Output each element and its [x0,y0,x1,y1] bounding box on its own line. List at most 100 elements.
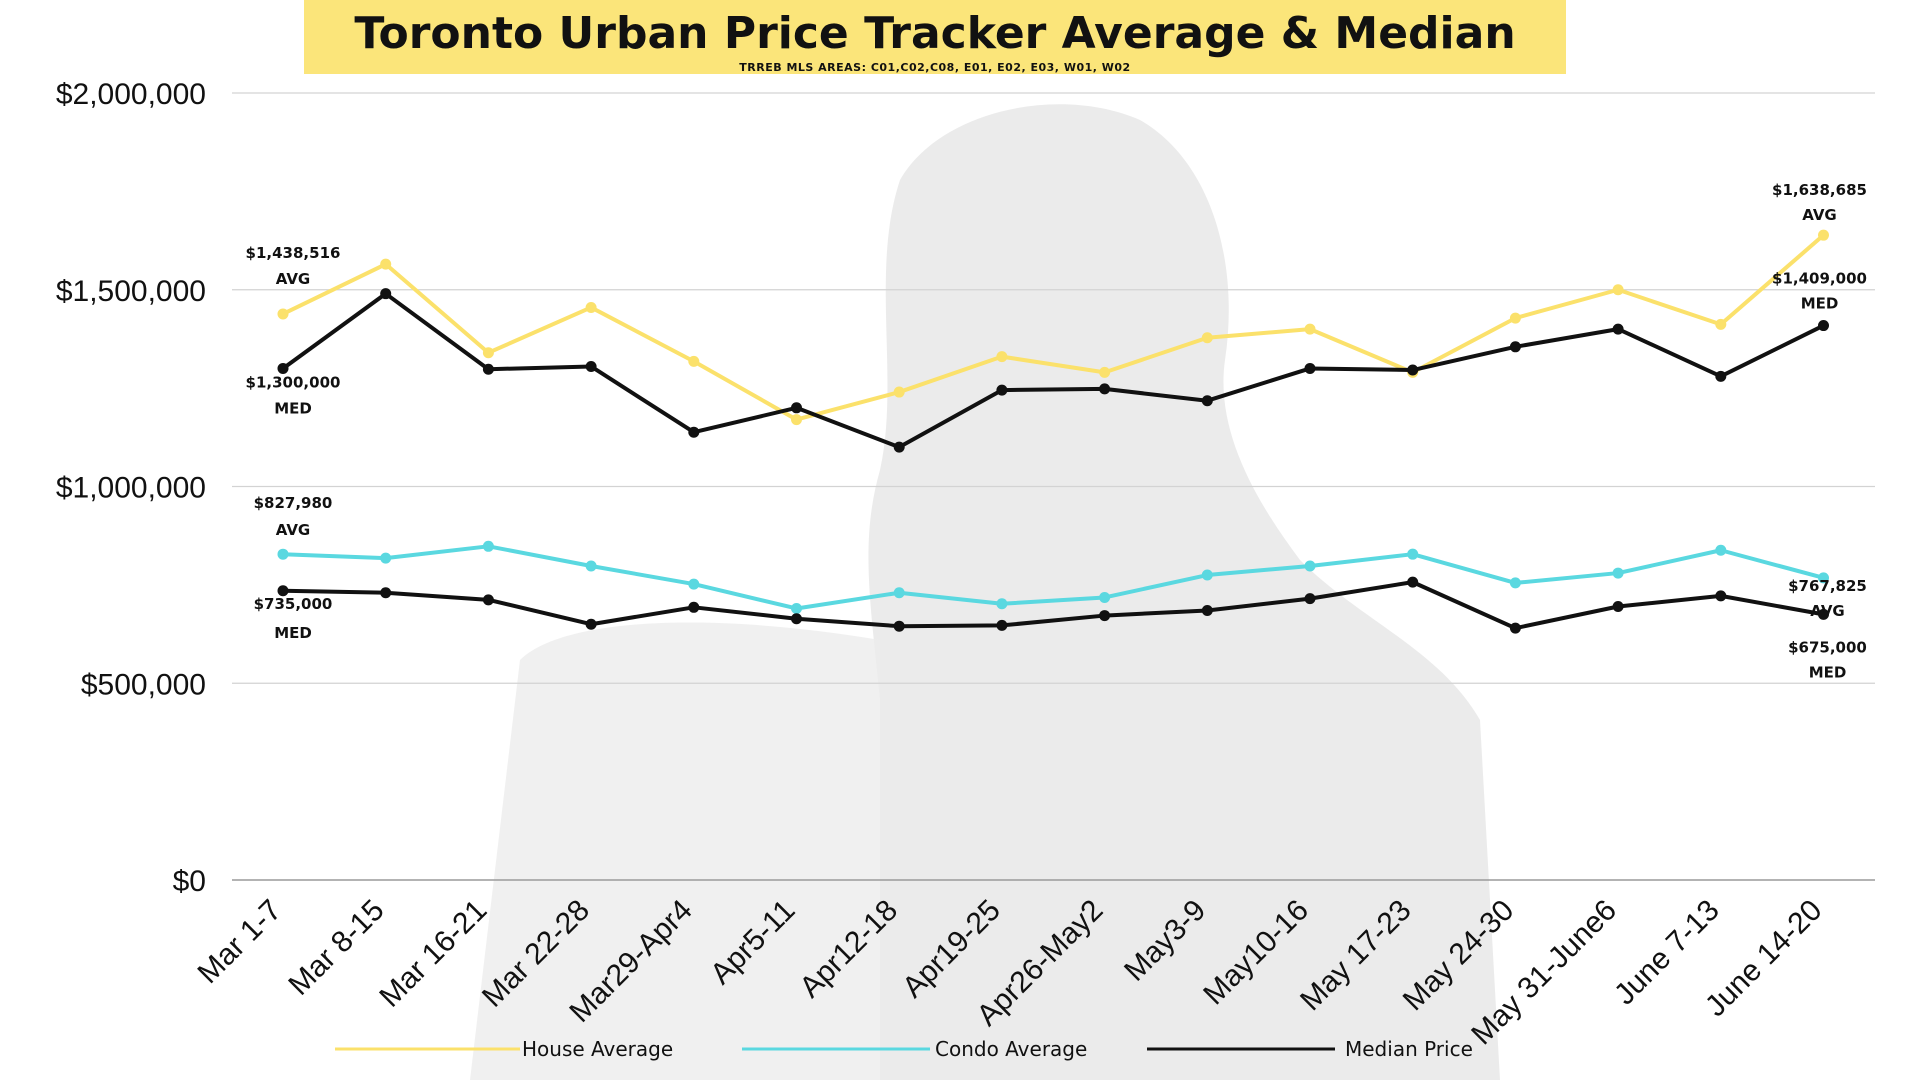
data-point-median_condo [688,601,700,613]
annotation-tag: AVG [276,270,311,288]
y-tick-label: $0 [173,865,206,898]
data-point-median_house [1201,395,1213,407]
annotation-tag: AVG [1810,602,1845,620]
data-point-condo [791,602,802,614]
annotation-tag: MED [274,624,312,642]
data-point-condo [1509,577,1521,589]
series-line-median_condo [282,580,1824,631]
data-point-median_house [791,402,802,414]
annotation-value: $1,638,685 [1772,181,1867,199]
data-point-condo [1407,548,1419,560]
annotation-value: $1,409,000 [1772,270,1867,288]
y-tick-label: $2,000,000 [56,78,206,111]
data-point-house [585,301,597,313]
data-point-median_house [1715,370,1727,382]
annotation-tag: AVG [1802,206,1837,224]
annotation-tag: MED [1809,663,1847,681]
data-point-condo [585,560,597,572]
data-point-condo [1612,567,1624,579]
data-point-condo [380,552,392,564]
annotation-value: $1,300,000 [246,373,341,391]
data-point-median_house [277,362,289,374]
data-point-median_condo [1099,610,1111,622]
y-tick-label: $500,000 [81,668,206,701]
data-point-house [1201,332,1213,344]
y-tick-label: $1,500,000 [56,275,206,308]
data-point-median_condo [893,620,905,632]
data-point-median_house [380,288,392,300]
data-point-condo [277,548,289,560]
data-point-house [1099,366,1111,378]
data-point-median_condo [277,585,289,597]
legend-label-median: Median Price [1345,1037,1473,1061]
data-point-house [1509,312,1521,324]
legend-label-condo: Condo Average [935,1037,1087,1061]
background-silhouette [868,104,1500,1080]
data-point-house [893,386,905,398]
data-point-condo [1099,591,1111,603]
background-shoulder [470,622,880,1080]
data-point-median_condo [1407,576,1419,588]
data-point-house [791,414,802,426]
data-point-condo [688,578,700,590]
annotation-tag: AVG [276,521,311,539]
data-point-house [688,355,700,367]
data-point-median_house [1099,383,1111,395]
data-point-house [482,347,494,359]
data-point-median_house [1612,323,1624,335]
annotation-value: $827,980 [254,494,333,512]
annotation-value: $767,825 [1788,577,1867,595]
data-point-median_house [893,441,905,453]
data-point-median_condo [1201,604,1213,616]
annotation-tag: MED [274,399,312,417]
x-tick-label: Mar 1-7 [192,894,288,990]
data-point-median_house [1407,364,1419,376]
title-banner [304,0,1566,74]
data-point-median_condo [996,619,1008,631]
data-point-condo [482,540,494,552]
data-point-house [1304,323,1316,335]
data-point-median_house [482,363,494,375]
data-point-median_house [1509,341,1521,353]
data-point-house [277,308,289,320]
data-point-house [380,258,392,270]
data-point-condo [1201,569,1213,581]
data-point-condo [996,598,1008,610]
data-point-median_condo [482,594,494,606]
annotation-value: $735,000 [254,595,333,613]
data-point-median_house [1304,362,1316,374]
data-point-condo [1715,544,1727,556]
legend-label-house: House Average [522,1037,673,1061]
chart-subtitle: TRREB MLS AREAS: C01,C02,C08, E01, E02, … [739,61,1131,74]
data-point-median_condo [585,618,597,630]
data-point-house [1715,318,1727,330]
data-point-house [1818,229,1829,241]
data-point-median_condo [1304,593,1316,605]
data-point-house [1612,284,1624,296]
data-point-condo [1818,572,1829,584]
annotation-tag: MED [1801,295,1839,313]
data-point-median_condo [1715,590,1727,602]
data-point-median_house [585,360,597,372]
data-point-median_house [1818,320,1829,332]
x-tick-label: Mar 8-15 [282,894,390,1002]
y-tick-label: $1,000,000 [56,472,206,505]
annotation-value: $675,000 [1788,638,1867,656]
data-point-house [996,351,1008,363]
chart-title: Toronto Urban Price Tracker Average & Me… [354,8,1516,59]
data-point-median_condo [1509,622,1521,634]
data-point-median_condo [1612,601,1624,613]
data-point-condo [1304,560,1316,572]
x-tick-label: Mar 16-21 [373,894,493,1014]
data-point-median_house [688,426,700,438]
data-point-median_house [996,384,1008,396]
data-point-median_condo [380,587,392,599]
data-point-median_condo [1818,608,1829,620]
series-line-condo [282,544,1825,611]
data-point-condo [893,587,905,599]
annotation-value: $1,438,516 [246,244,341,262]
data-point-median_condo [791,613,802,625]
series-line-median_house [281,291,1825,450]
